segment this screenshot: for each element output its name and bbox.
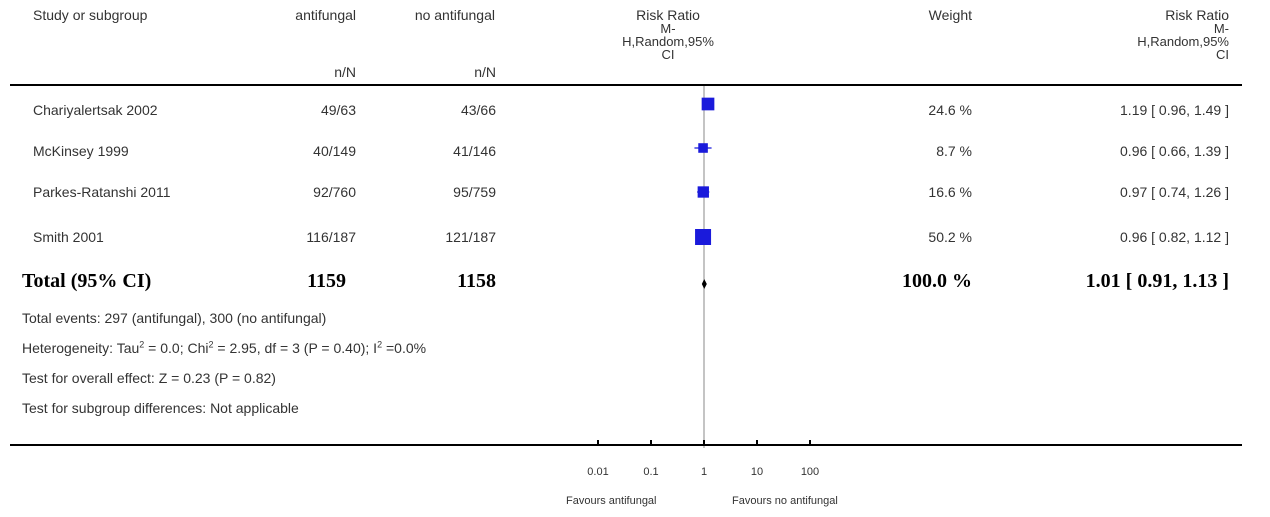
total-antifungal: 1159 [307, 270, 346, 292]
study-weight: 8.7 % [936, 143, 972, 159]
bottom-rule [10, 444, 1242, 446]
study-name: Parkes-Ratanshi 2011 [33, 184, 171, 200]
het-part-c: = 2.95, df = 3 (P = 0.40); I [213, 340, 378, 356]
het-sup-1: 2 [139, 339, 145, 350]
study-name: Chariyalertsak 2002 [33, 102, 158, 118]
total-label: Total (95% CI) [22, 270, 152, 292]
heterogeneity-text: Heterogeneity: Tau2 = 0.0; Chi2 = 2.95, … [22, 340, 426, 356]
header-rr-line4: CI [1216, 47, 1229, 62]
favours-left-label: Favours antifungal [566, 495, 657, 507]
favours-right-label: Favours no antifungal [732, 495, 838, 507]
header-rr-line2: M- [1213, 21, 1229, 36]
study-events-no-antifungal: 41/146 [453, 143, 496, 159]
het-sup-2: 2 [208, 339, 214, 350]
study-weight: 24.6 % [928, 102, 972, 118]
study-name: McKinsey 1999 [33, 143, 129, 159]
axis-tick-label: 10 [751, 466, 763, 478]
study-events-antifungal: 116/187 [306, 229, 356, 245]
study-name: Smith 2001 [33, 229, 104, 245]
total-ci-text: 1.01 [ 0.91, 1.13 ] [1085, 270, 1229, 292]
point-estimate-marker [695, 229, 712, 245]
het-part-d: =0.0% [382, 340, 427, 356]
study-ci-text: 0.97 [ 0.74, 1.26 ] [1120, 184, 1229, 200]
header-antifungal: antifungal [295, 7, 356, 23]
axis-tick-label: 100 [801, 466, 819, 478]
point-estimate-marker [698, 143, 708, 153]
header-rr-line1: Risk Ratio [1165, 7, 1229, 23]
header-risk-ratio-plot: Risk Ratio M- H,Random,95% CI [620, 7, 716, 62]
study-ci-text: 0.96 [ 0.82, 1.12 ] [1120, 229, 1229, 245]
study-events-no-antifungal: 43/66 [460, 102, 496, 118]
header-risk-ratio: Risk Ratio M- H,Random,95% CI [1120, 7, 1229, 62]
subgroup-diff-text: Test for subgroup differences: Not appli… [22, 400, 299, 416]
study-events-antifungal: 92/760 [313, 184, 356, 200]
header-rr-plot-line2: M- [660, 21, 676, 36]
het-part-b: = 0.0; Chi [144, 340, 209, 356]
total-weight: 100.0 % [902, 270, 972, 292]
header-weight: Weight [928, 7, 972, 23]
study-events-no-antifungal: 121/187 [445, 229, 496, 245]
study-ci-text: 1.19 [ 0.96, 1.49 ] [1120, 102, 1229, 118]
header-no-antifungal: no antifungal [414, 7, 495, 23]
het-sup-3: 2 [377, 339, 383, 350]
header-rule [10, 84, 1242, 86]
header-study: Study or subgroup [33, 7, 148, 23]
pooled-diamond [701, 279, 707, 289]
study-events-antifungal: 40/149 [313, 143, 356, 159]
study-weight: 50.2 % [928, 229, 972, 245]
header-nN-antifungal: n/N [334, 64, 356, 80]
axis-tick-label: 0.01 [587, 466, 608, 478]
point-estimate-marker [701, 97, 715, 111]
total-no-antifungal: 1158 [457, 270, 496, 292]
study-events-no-antifungal: 95/759 [453, 184, 496, 200]
header-nN-no-antifungal: n/N [474, 64, 496, 80]
total-events-text: Total events: 297 (antifungal), 300 (no … [22, 310, 327, 326]
axis-tick-label: 1 [701, 466, 707, 478]
overall-effect-text: Test for overall effect: Z = 0.23 (P = 0… [22, 370, 276, 386]
study-weight: 16.6 % [928, 184, 972, 200]
header-rr-plot-line3: H,Random,95% [622, 34, 714, 49]
het-part-a: Heterogeneity: Tau [22, 340, 140, 356]
axis-tick-label: 0.1 [643, 466, 658, 478]
study-ci-text: 0.96 [ 0.66, 1.39 ] [1120, 143, 1229, 159]
point-estimate-marker [697, 186, 709, 198]
study-events-antifungal: 49/63 [320, 102, 356, 118]
header-rr-plot-line4: CI [661, 47, 675, 62]
header-rr-plot-line1: Risk Ratio [636, 7, 700, 23]
header-rr-line3: H,Random,95% [1137, 34, 1229, 49]
